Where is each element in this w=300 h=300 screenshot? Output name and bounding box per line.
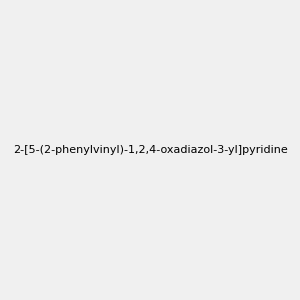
Text: 2-[5-(2-phenylvinyl)-1,2,4-oxadiazol-3-yl]pyridine: 2-[5-(2-phenylvinyl)-1,2,4-oxadiazol-3-y… [13, 145, 287, 155]
